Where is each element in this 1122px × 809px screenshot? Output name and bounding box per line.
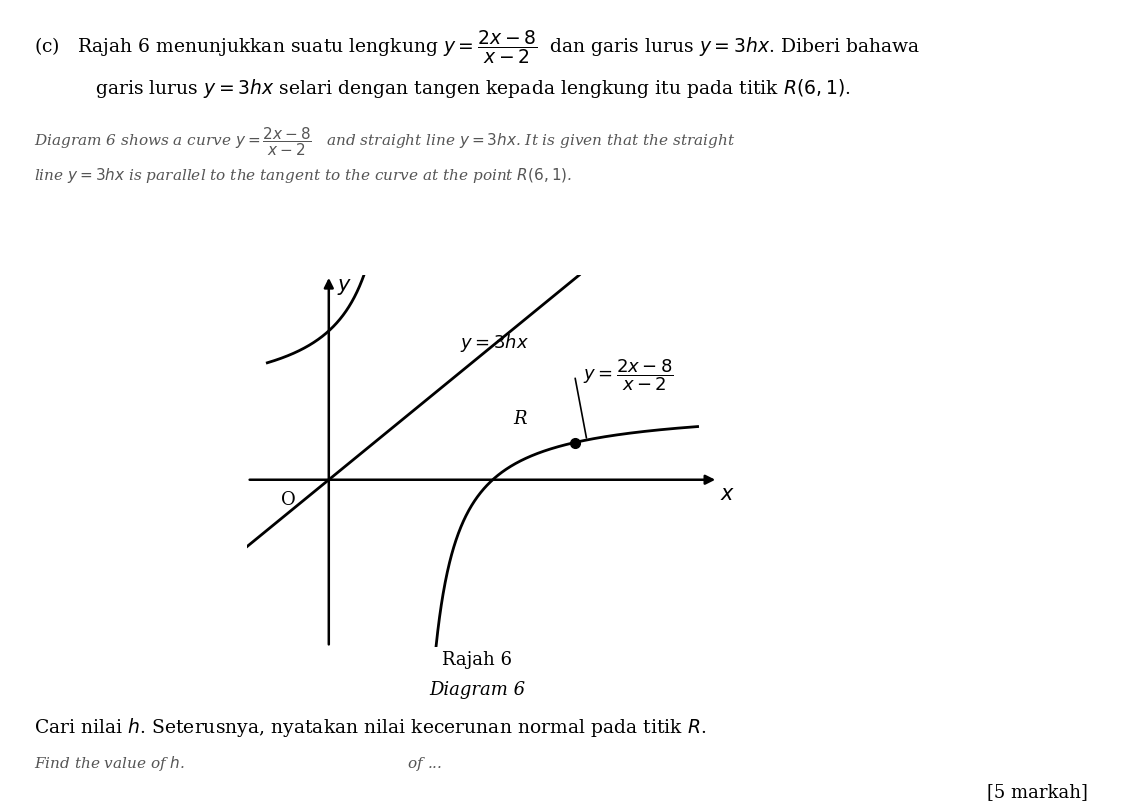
Text: garis lurus $y = 3hx$ selari dengan tangen kepada lengkung itu pada titik $R(6, : garis lurus $y = 3hx$ selari dengan tang…: [95, 77, 850, 100]
Text: line $y = 3hx$ is parallel to the tangent to the curve at the point $R(6, 1)$.: line $y = 3hx$ is parallel to the tangen…: [34, 166, 572, 184]
Text: O: O: [282, 491, 296, 509]
Text: (c)   Rajah 6 menunjukkan suatu lengkung $y = \dfrac{2x-8}{x-2}$  dan garis luru: (c) Rajah 6 menunjukkan suatu lengkung $…: [34, 28, 920, 66]
Text: $y = 3hx$: $y = 3hx$: [460, 332, 528, 354]
Text: Diagram 6 shows a curve $y = \dfrac{2x-8}{x-2}$   and straight line $y = 3hx$. I: Diagram 6 shows a curve $y = \dfrac{2x-8…: [34, 125, 735, 159]
Text: R: R: [513, 409, 526, 428]
Text: $y$: $y$: [337, 277, 352, 297]
Text: $y = \dfrac{2x - 8}{x - 2}$: $y = \dfrac{2x - 8}{x - 2}$: [582, 358, 673, 393]
Text: Rajah 6: Rajah 6: [442, 651, 512, 669]
Text: [5 markah]: [5 markah]: [987, 783, 1088, 801]
Text: Diagram 6: Diagram 6: [429, 681, 525, 699]
Text: Find the value of $h$.                                              of ...: Find the value of $h$. of ...: [34, 754, 442, 773]
Text: Cari nilai $h$. Seterusnya, nyatakan nilai kecerunan normal pada titik $R$.: Cari nilai $h$. Seterusnya, nyatakan nil…: [34, 716, 706, 739]
Text: $x$: $x$: [720, 485, 735, 504]
